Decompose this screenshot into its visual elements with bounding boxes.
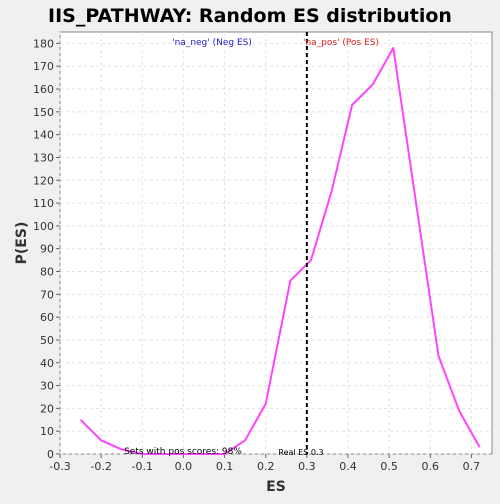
y-tick-label: 0 bbox=[47, 448, 54, 461]
x-axis-label: ES bbox=[266, 479, 286, 495]
y-tick-label: 50 bbox=[40, 334, 54, 347]
y-tick-label: 10 bbox=[40, 425, 54, 438]
series-layer bbox=[79, 47, 481, 455]
es-distribution-line bbox=[79, 47, 481, 455]
real-es-annotation: Real ES 0.3 bbox=[278, 448, 323, 457]
pos-scores-annotation: Sets with pos scores: 98% bbox=[124, 447, 242, 457]
y-tick-label: 30 bbox=[40, 380, 54, 393]
x-tick-label: -0.2 bbox=[90, 460, 111, 473]
x-tick-label: 0.6 bbox=[422, 460, 440, 473]
x-tick-label: 0.4 bbox=[339, 460, 357, 473]
y-tick-label: 80 bbox=[40, 266, 54, 279]
y-tick-label: 130 bbox=[33, 151, 54, 164]
y-tick-label: 110 bbox=[33, 197, 54, 210]
y-tick-label: 160 bbox=[33, 83, 54, 96]
y-tick-label: 40 bbox=[40, 357, 54, 370]
y-tick-label: 180 bbox=[33, 37, 54, 50]
y-axis-label: P(ES) bbox=[14, 222, 30, 265]
x-tick-label: 0.2 bbox=[257, 460, 275, 473]
y-tick-label: 140 bbox=[33, 129, 54, 142]
pos-es-label: 'na_pos' (Pos ES) bbox=[303, 38, 379, 48]
y-tick-label: 20 bbox=[40, 402, 54, 415]
x-tick-label: 0.0 bbox=[175, 460, 193, 473]
plot-area bbox=[59, 31, 493, 455]
y-tick-label: 150 bbox=[33, 106, 54, 119]
y-tick-label: 60 bbox=[40, 311, 54, 324]
y-tick-label: 70 bbox=[40, 288, 54, 301]
y-tick-label: 120 bbox=[33, 174, 54, 187]
x-tick-label: -0.3 bbox=[49, 460, 70, 473]
x-tick-label: -0.1 bbox=[132, 460, 153, 473]
chart-title: IIS_PATHWAY: Random ES distribution bbox=[48, 5, 452, 27]
neg-es-label: 'na_neg' (Neg ES) bbox=[172, 38, 252, 48]
y-tick-label: 170 bbox=[33, 60, 54, 73]
x-tick-label: 0.3 bbox=[298, 460, 316, 473]
y-tick-label: 100 bbox=[33, 220, 54, 233]
y-tick-label: 90 bbox=[40, 243, 54, 256]
axes: -0.3 -0.2 -0.1 0.0 0.1 0.2 0.3 0.4 0.5 0.6 0.7 0 10 2… bbox=[33, 37, 480, 473]
x-tick-label: 0.7 bbox=[463, 460, 481, 473]
x-tick-label: 0.1 bbox=[216, 460, 234, 473]
x-tick-label: 0.5 bbox=[380, 460, 398, 473]
